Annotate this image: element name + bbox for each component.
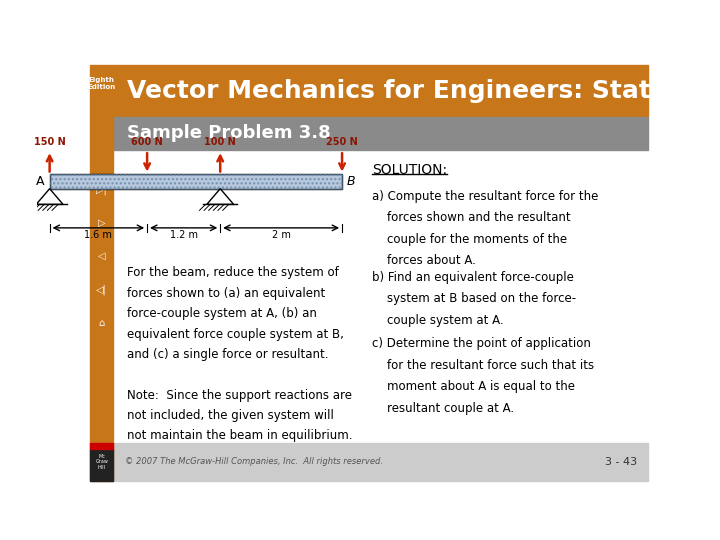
Text: B: B (347, 175, 356, 188)
Text: 1.2 m: 1.2 m (170, 231, 198, 240)
Text: A: A (36, 175, 45, 188)
Text: forces shown to (a) an equivalent: forces shown to (a) an equivalent (127, 287, 325, 300)
Text: a) Compute the resultant force for the: a) Compute the resultant force for the (372, 190, 598, 202)
Text: Vector Mechanics for Engineers: Statics: Vector Mechanics for Engineers: Statics (127, 79, 690, 103)
Text: ⌂: ⌂ (99, 318, 105, 328)
Text: moment about A is equal to the: moment about A is equal to the (372, 380, 575, 394)
Text: © 2007 The McGraw-Hill Companies, Inc.  All rights reserved.: © 2007 The McGraw-Hill Companies, Inc. A… (125, 457, 382, 467)
Text: Sample Problem 3.8: Sample Problem 3.8 (127, 124, 331, 143)
Text: c) Determine the point of application: c) Determine the point of application (372, 337, 590, 350)
Text: couple for the moments of the: couple for the moments of the (372, 233, 567, 246)
Text: b) Find an equivalent force-couple: b) Find an equivalent force-couple (372, 271, 574, 284)
Text: ▷|: ▷| (96, 184, 107, 195)
Bar (114, 443, 648, 481)
Text: SOLUTION:: SOLUTION: (372, 163, 447, 177)
Text: force-couple system at A, (b) an: force-couple system at A, (b) an (127, 307, 318, 320)
Text: ◁|: ◁| (96, 284, 107, 295)
Text: ◁: ◁ (98, 251, 105, 261)
Text: 3 - 43: 3 - 43 (605, 457, 637, 467)
Text: Note:  Since the support reactions are: Note: Since the support reactions are (127, 389, 352, 402)
Text: 100 N: 100 N (204, 137, 236, 147)
Text: couple system at A.: couple system at A. (372, 314, 503, 327)
Bar (90, 449, 114, 481)
Bar (114, 65, 648, 117)
Text: system at B based on the force-: system at B based on the force- (372, 292, 576, 305)
Text: forces shown and the resultant: forces shown and the resultant (372, 211, 570, 224)
Text: 600 N: 600 N (131, 137, 163, 147)
Text: For the beam, reduce the system of: For the beam, reduce the system of (127, 266, 339, 280)
Bar (50, 174, 342, 188)
Text: 2 m: 2 m (271, 231, 291, 240)
Bar (50, 174, 342, 188)
Bar (114, 117, 648, 150)
Bar (90, 65, 114, 481)
Text: 1.6 m: 1.6 m (84, 231, 112, 240)
Text: forces about A.: forces about A. (372, 254, 476, 267)
Text: ▷: ▷ (98, 218, 105, 228)
Bar (90, 443, 114, 449)
Text: resultant couple at A.: resultant couple at A. (372, 402, 514, 415)
Text: equivalent force couple system at B,: equivalent force couple system at B, (127, 328, 344, 341)
Text: Mc
Graw
Hill: Mc Graw Hill (95, 454, 108, 470)
Text: and (c) a single force or resultant.: and (c) a single force or resultant. (127, 348, 329, 361)
Text: 150 N: 150 N (34, 137, 66, 147)
Text: for the resultant force such that its: for the resultant force such that its (372, 359, 594, 372)
Bar (114, 150, 648, 443)
Text: not maintain the beam in equilibrium.: not maintain the beam in equilibrium. (127, 429, 353, 442)
Text: 250 N: 250 N (326, 137, 358, 147)
Text: Eighth
Edition: Eighth Edition (88, 77, 116, 90)
Text: not included, the given system will: not included, the given system will (127, 409, 334, 422)
